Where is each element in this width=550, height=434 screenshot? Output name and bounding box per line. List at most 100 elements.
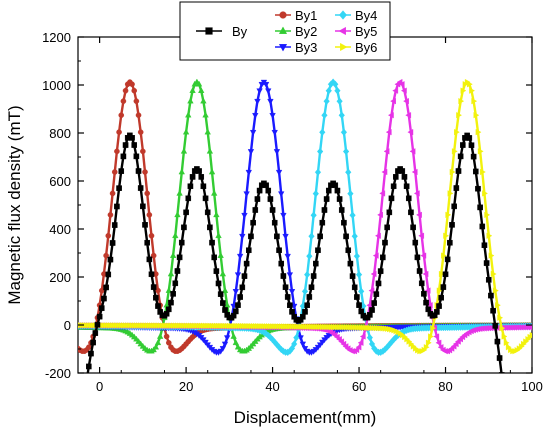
data-point xyxy=(355,344,362,351)
x-tick-label: 0 xyxy=(96,379,103,394)
data-point xyxy=(144,239,150,246)
data-point xyxy=(349,273,356,279)
data-point xyxy=(484,211,491,219)
data-point xyxy=(413,190,420,197)
data-point xyxy=(340,42,348,52)
legend-entry-by2: By2 xyxy=(275,24,317,39)
data-point xyxy=(262,81,270,88)
data-point xyxy=(168,299,174,306)
data-point xyxy=(114,203,120,210)
data-point xyxy=(174,268,181,274)
data-point xyxy=(275,169,283,176)
data-point xyxy=(451,203,457,210)
data-point xyxy=(369,307,375,313)
data-point xyxy=(185,195,192,202)
data-point xyxy=(499,324,506,332)
data-point xyxy=(319,219,326,226)
data-point xyxy=(403,183,410,190)
y-tick-label: 400 xyxy=(49,222,71,237)
data-point xyxy=(243,191,250,198)
data-point xyxy=(129,81,135,88)
data-point xyxy=(503,404,508,409)
data-point xyxy=(237,294,243,300)
data-point xyxy=(241,212,248,219)
data-point xyxy=(449,222,455,228)
data-point xyxy=(165,339,172,346)
data-point xyxy=(416,211,422,219)
data-point xyxy=(467,81,473,88)
data-point xyxy=(282,233,289,240)
data-point xyxy=(358,287,365,296)
data-point xyxy=(315,247,321,254)
data-point xyxy=(482,190,488,197)
data-point xyxy=(109,190,116,197)
data-point xyxy=(377,268,384,274)
data-point xyxy=(441,252,447,259)
data-point xyxy=(473,111,480,119)
data-point xyxy=(390,97,396,105)
data-point xyxy=(122,87,129,94)
data-point xyxy=(254,98,261,105)
data-point xyxy=(174,211,181,218)
data-point xyxy=(245,169,252,176)
data-point xyxy=(267,196,274,202)
data-point xyxy=(271,129,278,136)
data-point xyxy=(278,191,285,198)
data-point xyxy=(416,268,423,274)
data-point xyxy=(287,302,293,309)
data-point xyxy=(301,287,309,296)
data-point xyxy=(223,335,231,342)
axes-layer: 0 20 40 60 80 100 -200 0 200 400 600 800 1000 1200 xyxy=(42,30,543,394)
data-point xyxy=(200,97,207,104)
data-point xyxy=(407,128,414,136)
data-point xyxy=(492,287,499,294)
data-point xyxy=(187,183,194,190)
data-point xyxy=(306,294,313,300)
data-point xyxy=(189,174,196,180)
legend-label: By1 xyxy=(295,8,317,23)
data-point xyxy=(150,284,157,290)
data-point xyxy=(265,187,272,194)
data-point xyxy=(284,253,291,260)
data-point xyxy=(200,183,207,190)
data-point xyxy=(353,346,360,354)
data-point xyxy=(208,168,216,175)
data-point xyxy=(341,219,347,226)
data-point xyxy=(304,302,310,309)
data-point xyxy=(334,87,341,95)
data-point xyxy=(497,314,504,321)
data-point xyxy=(75,427,80,432)
data-point xyxy=(321,207,328,213)
data-point xyxy=(252,112,259,119)
data-point xyxy=(185,111,192,118)
data-point xyxy=(221,341,229,348)
data-point xyxy=(176,189,183,196)
data-point xyxy=(472,168,479,175)
data-point xyxy=(498,372,505,373)
data-point xyxy=(243,260,250,267)
data-point xyxy=(412,239,419,246)
data-point xyxy=(354,294,360,300)
data-point xyxy=(317,147,324,156)
data-point xyxy=(488,292,494,299)
data-point xyxy=(438,270,445,278)
data-point xyxy=(423,299,429,306)
legend-label: By xyxy=(232,24,248,39)
data-point xyxy=(219,270,227,277)
data-point xyxy=(300,313,306,320)
data-point xyxy=(481,242,488,249)
data-point xyxy=(453,185,460,191)
data-point xyxy=(435,339,442,346)
data-point xyxy=(169,252,177,258)
data-point xyxy=(367,312,373,318)
data-point xyxy=(234,272,242,279)
data-point xyxy=(140,203,146,210)
data-point xyxy=(501,333,508,340)
data-point xyxy=(213,268,220,274)
data-point xyxy=(342,147,350,156)
data-point xyxy=(366,333,373,342)
data-point xyxy=(471,97,478,105)
data-point xyxy=(202,111,209,118)
data-point xyxy=(332,80,339,88)
data-point xyxy=(475,128,482,136)
